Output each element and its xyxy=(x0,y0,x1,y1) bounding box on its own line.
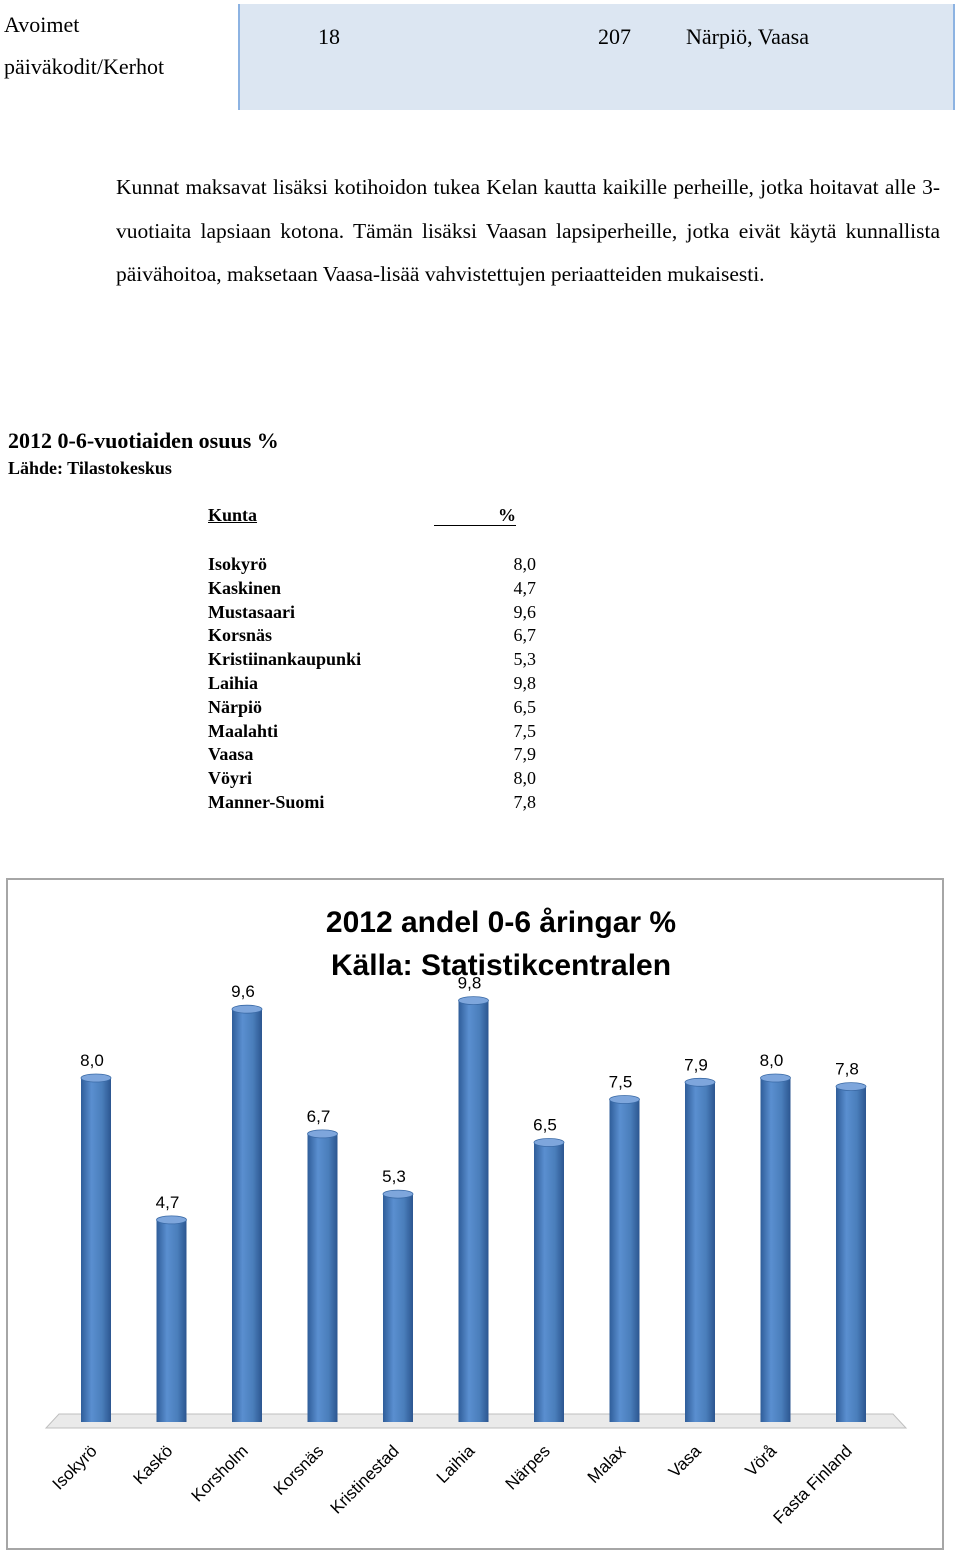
chart-category-label: Malax xyxy=(584,1441,630,1487)
chart-category-label: Korsholm xyxy=(188,1441,252,1505)
municipality-name: Mustasaari xyxy=(208,601,295,622)
header-municipality: Kunta xyxy=(208,505,258,525)
chart-bar-cap xyxy=(307,1129,338,1139)
municipality-name: Närpiö xyxy=(208,696,262,717)
municipality-percent: 7,5 xyxy=(513,720,537,741)
chart-bars xyxy=(80,996,867,1422)
chart-bar-cap xyxy=(80,1073,112,1083)
chart-bar-cap xyxy=(382,1189,414,1199)
table-row: Manner-Suomi 7,8 xyxy=(208,791,548,815)
chart-value-label: 7,9 xyxy=(684,1055,708,1074)
chart-title-line-1: 2012 andel 0-6 åringar % xyxy=(326,906,676,939)
chart-category-label: Fasta Finland xyxy=(770,1441,856,1527)
header-percent: % xyxy=(434,505,516,526)
table-row: Laihia 9,8 xyxy=(208,672,548,696)
chart-value-label: 7,8 xyxy=(835,1060,859,1079)
table-cell-type: Avoimet päiväkodit/Kerhot xyxy=(4,4,164,88)
chart-bar-cap xyxy=(835,1082,867,1092)
header-table-row: Avoimet päiväkodit/Kerhot 18 207 Närpiö,… xyxy=(0,0,960,112)
municipality-percent: 5,3 xyxy=(513,649,537,670)
table-cell-location: Närpiö, Vaasa xyxy=(686,24,809,49)
chart-bar-cap xyxy=(760,1073,791,1083)
chart-bar-cap xyxy=(609,1095,640,1104)
chart-value-label: 5,3 xyxy=(382,1167,406,1186)
chart-value-label: 9,6 xyxy=(231,982,255,1001)
municipality-percent: 4,7 xyxy=(513,577,537,598)
municipality-name: Vöyri xyxy=(208,768,252,789)
table-row: Kaskinen 4,7 xyxy=(208,577,548,601)
stats-source: Lähde: Tilastokeskus xyxy=(8,458,172,478)
municipality-percent: 9,6 xyxy=(513,601,537,622)
chart-bar xyxy=(609,1099,640,1422)
municipality-name: Kristiinankaupunki xyxy=(208,649,362,670)
chart-category-label: Isokyrö xyxy=(49,1441,101,1493)
municipality-percent: 7,8 xyxy=(513,791,537,812)
type-line-1: Avoimet xyxy=(4,12,80,37)
chart-bar xyxy=(760,1078,791,1422)
municipality-percent: 8,0 xyxy=(513,768,537,789)
municipality-name: Korsnäs xyxy=(208,625,273,646)
municipality-name: Laihia xyxy=(208,672,259,693)
stats-title: 2012 0-6-vuotiaiden osuus % xyxy=(8,428,279,453)
chart-bar xyxy=(534,1142,564,1422)
chart-value-label: 6,7 xyxy=(307,1107,331,1126)
chart-bar-cap xyxy=(156,1215,187,1225)
chart-category-label: Laihia xyxy=(433,1441,479,1487)
chart-bar xyxy=(81,1078,111,1422)
table-row: Mustasaari 9,6 xyxy=(208,601,548,625)
chart-category-label: Närpes xyxy=(502,1441,554,1493)
table-row: Isokyrö 8,0 xyxy=(208,553,548,577)
chart-value-label: 8,0 xyxy=(80,1051,104,1070)
municipality-percent: 8,0 xyxy=(513,554,537,574)
chart-bar xyxy=(156,1219,187,1422)
chart-bar-cap xyxy=(684,1077,716,1087)
municipality-name: Kaskinen xyxy=(208,577,282,598)
municipality-name: Maalahti xyxy=(208,720,278,741)
bar-chart: 2012 andel 0-6 åringar % Källa: Statisti… xyxy=(6,878,944,1550)
chart-category-label: Kaskö xyxy=(129,1441,176,1488)
table-row: Korsnäs 6,7 xyxy=(208,624,548,648)
chart-value-label: 8,0 xyxy=(760,1051,784,1070)
municipality-percent: 6,7 xyxy=(513,625,537,646)
chart-value-label: 6,5 xyxy=(533,1116,557,1135)
municipality-name: Vaasa xyxy=(208,744,254,765)
chart-category-label: Vörå xyxy=(741,1441,780,1480)
chart-value-label: 9,8 xyxy=(458,974,482,993)
chart-category-label: Vasa xyxy=(665,1441,705,1481)
municipality-name: Isokyrö xyxy=(208,554,268,574)
chart-title-line-2: Källa: Statistikcentralen xyxy=(331,949,671,982)
table-cell-count: 18 xyxy=(318,24,340,49)
chart-category-label: Korsnäs xyxy=(270,1441,328,1499)
municipality-percent: 7,9 xyxy=(513,744,537,765)
chart-bar-cap xyxy=(458,996,489,1005)
chart-value-labels: 8,0 4,7 9,6 6,7 5,3 9,8 6,5 7,5 7,9 8,0 7,8 xyxy=(80,974,859,1212)
table-cell-shaded: 18 207 Närpiö, Vaasa xyxy=(238,4,955,110)
body-paragraph: Kunnat maksavat lisäksi kotihoidon tukea… xyxy=(116,175,940,286)
chart-category-label: Kristinestad xyxy=(327,1441,403,1517)
table-cell-places: 207 xyxy=(598,24,631,49)
chart-bar xyxy=(458,1000,489,1422)
chart-bar xyxy=(685,1082,715,1422)
municipality-name: Manner-Suomi xyxy=(208,791,325,812)
chart-bar-cap xyxy=(533,1138,565,1147)
table-row: Närpiö 6,5 xyxy=(208,696,548,720)
table-row: Vöyri 8,0 xyxy=(208,767,548,791)
chart-svg: 2012 andel 0-6 åringar % Källa: Statisti… xyxy=(44,906,908,1528)
chart-bar-cap xyxy=(231,1004,263,1014)
chart-bar xyxy=(836,1086,866,1422)
type-line-2: päiväkodit/Kerhot xyxy=(4,54,165,79)
chart-bar xyxy=(232,1009,262,1422)
municipality-percent: 6,5 xyxy=(513,696,537,717)
table-row: Kristiinankaupunki 5,3 xyxy=(208,648,548,672)
chart-category-labels: Isokyrö Kaskö Korsholm Korsnäs Kristinestad L… xyxy=(49,1441,856,1528)
municipality-percent: 9,8 xyxy=(513,672,537,693)
chart-bar xyxy=(383,1194,413,1422)
table-row: Vaasa 7,9 xyxy=(208,743,548,767)
stats-rows: Isokyrö 8,0 Kaskinen 4,7 Mustasaari 9,6 Korsnä… xyxy=(208,553,548,815)
table-row: Maalahti 7,5 xyxy=(208,720,548,744)
chart-value-label: 4,7 xyxy=(156,1193,180,1212)
chart-value-label: 7,5 xyxy=(609,1073,633,1092)
chart-bar xyxy=(307,1133,338,1422)
